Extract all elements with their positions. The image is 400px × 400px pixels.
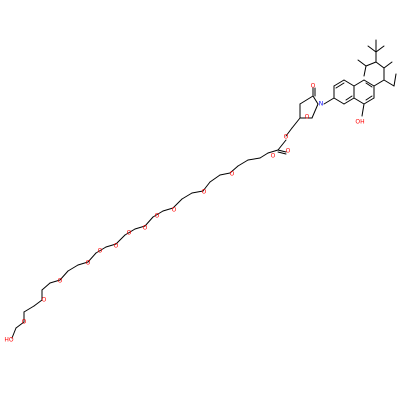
bond-line (311, 103, 319, 119)
bond-line (162, 207, 174, 212)
bond-lines (11, 39, 397, 339)
bond-line (172, 198, 183, 209)
bond-line (343, 79, 355, 87)
bond-line (105, 243, 117, 248)
bond-line (393, 73, 397, 87)
bond-line (312, 95, 319, 105)
atom-label-ring-oxygen: O (305, 114, 310, 121)
atom-label-carbonyl-oxygen-2: O (286, 148, 291, 155)
bond-line (363, 65, 367, 77)
bond-line (23, 305, 35, 313)
bond-line (383, 79, 395, 87)
bond-line (134, 225, 146, 230)
atom-label-ether-oxygen: O (98, 248, 103, 255)
atom-labels: N O O OH O O O O O O O O O O O O O O O H… (4, 83, 364, 344)
bond-line (277, 149, 287, 153)
bond-line (383, 61, 393, 69)
bond-line (323, 97, 335, 105)
bond-line (299, 95, 314, 105)
bond-line (365, 82, 373, 88)
bond-line (33, 299, 43, 307)
bond-line (333, 97, 345, 105)
bond-line (267, 149, 279, 154)
bond-line (375, 45, 385, 53)
bond-line (41, 282, 51, 291)
atom-label-ether-oxygen: O (86, 260, 91, 267)
bond-line (345, 95, 353, 101)
bond-line (353, 79, 365, 87)
bond-line (144, 216, 154, 227)
bond-line (219, 172, 231, 176)
bond-line (115, 234, 126, 245)
atom-label-ether-oxygen: O (172, 207, 177, 214)
bond-line (15, 321, 25, 329)
bond-line (202, 181, 211, 192)
bond-line (259, 152, 269, 159)
bond-line (229, 165, 239, 174)
bond-line (375, 61, 385, 69)
atom-label-ether-oxygen: O (202, 189, 207, 196)
bond-line (333, 79, 345, 87)
bond-line (152, 210, 164, 218)
bond-line (95, 246, 107, 254)
bond-line (365, 95, 373, 101)
bond-line (361, 103, 365, 117)
atom-label-ether-oxygen: O (42, 297, 47, 304)
atom-label-hydroxyl: OH (355, 119, 364, 126)
bond-line (11, 327, 17, 339)
atom-label-ether-oxygen: O (127, 230, 132, 237)
bond-line (59, 270, 69, 281)
bond-line (247, 157, 261, 161)
atom-label-ester-oxygen: O (284, 134, 289, 141)
bond-line (373, 79, 385, 87)
atom-label-ether-oxygen: O (155, 213, 160, 220)
bond-line (335, 82, 345, 89)
atom-label-ether-oxygen: O (114, 243, 119, 250)
bond-line (77, 261, 89, 266)
atom-label-ether-oxygen: O (22, 319, 27, 326)
atom-label-nitrogen: N (319, 101, 324, 108)
bond-line (285, 127, 293, 137)
bond-line (363, 79, 375, 87)
atom-label-carbonyl-oxygen: O (311, 83, 316, 90)
bond-line (87, 252, 97, 263)
atom-label-ether-oxygen: O (58, 278, 63, 285)
bond-line (357, 59, 367, 67)
bond-line (49, 279, 61, 284)
atom-label-ether-oxygen: O (230, 171, 235, 178)
bond-line (277, 151, 287, 155)
bond-line (191, 190, 204, 194)
bond-line (291, 117, 301, 129)
bond-line (367, 45, 377, 53)
bond-line (237, 159, 249, 167)
atom-label-ether-oxygen: O (143, 225, 148, 232)
bond-line (181, 192, 193, 200)
bond-line (343, 97, 355, 105)
bond-line (209, 174, 221, 183)
bond-line (363, 97, 375, 105)
bond-line (353, 97, 365, 105)
bond-line (277, 139, 287, 151)
bond-line (67, 264, 79, 272)
atom-label-terminal-hydroxyl: HO (4, 337, 14, 344)
bond-line (124, 228, 136, 236)
atom-label-ether-oxygen: O (271, 153, 276, 160)
bond-line (365, 61, 377, 67)
